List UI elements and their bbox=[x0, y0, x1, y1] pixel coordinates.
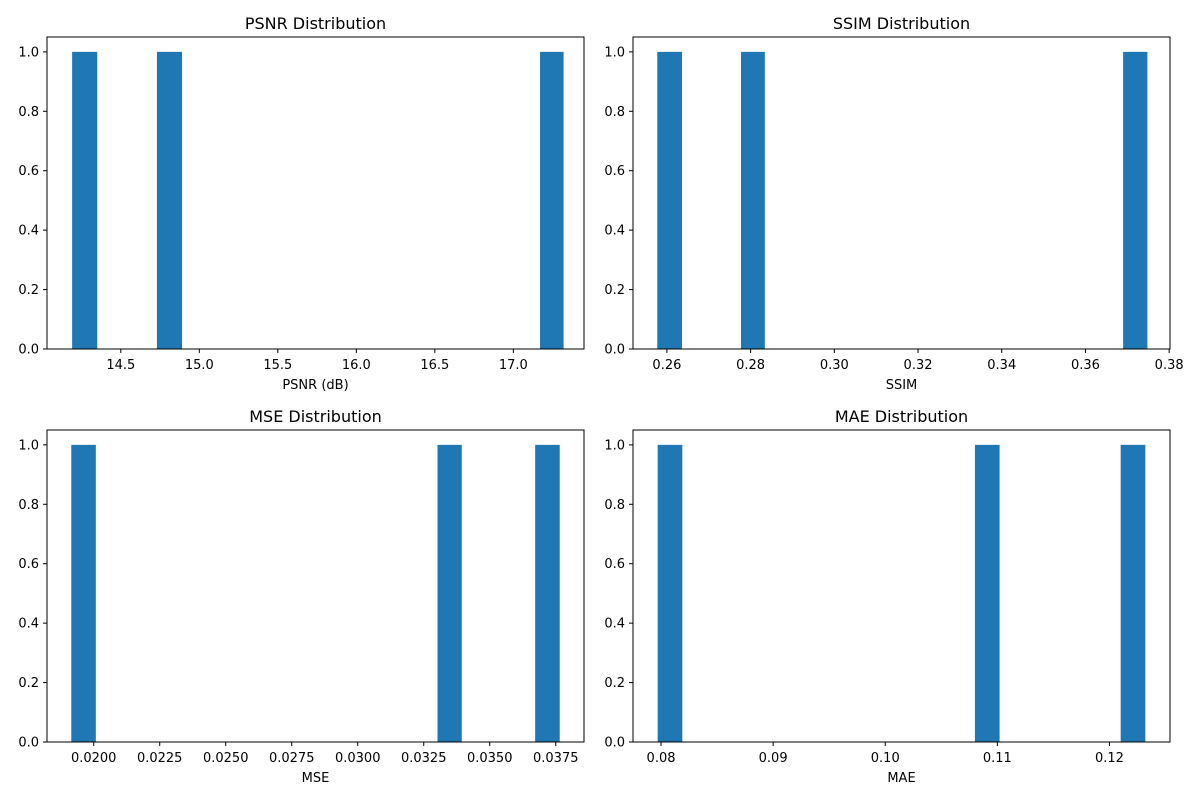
mse-bar-3 bbox=[535, 444, 560, 742]
mae-ytick-label-2: 0.2 bbox=[604, 676, 625, 691]
mse-xtick-label-8: 0.0375 bbox=[533, 751, 579, 766]
mse-xtick-label-4: 0.0275 bbox=[269, 751, 315, 766]
ssim-ytick-label-2: 0.2 bbox=[604, 283, 625, 298]
ssim-ytick-label-4: 0.6 bbox=[604, 164, 625, 179]
ssim-panel: 0.26 0.28 0.30 0.32 0.34 0.36 0.38 0.0 0.2 0.4 0.6… bbox=[604, 14, 1183, 393]
mse-bar-2 bbox=[437, 444, 462, 742]
ssim-xtick-label-1: 0.26 bbox=[652, 358, 681, 373]
mae-axes-frame bbox=[632, 429, 1171, 743]
mse-ytick-label-2: 0.2 bbox=[18, 676, 39, 691]
psnr-axes-frame bbox=[46, 36, 585, 350]
mae-bar-2 bbox=[974, 444, 1000, 742]
mse-ytick-label-5: 0.8 bbox=[18, 498, 39, 513]
mae-xtick-label-4: 0.11 bbox=[983, 751, 1012, 766]
psnr-bar-3 bbox=[540, 51, 564, 350]
mse-xtick-label-6: 0.0325 bbox=[401, 751, 447, 766]
mae-xtick-label-2: 0.09 bbox=[759, 751, 788, 766]
mae-xtick-label-3: 0.10 bbox=[871, 751, 900, 766]
ssim-xtick-label-4: 0.32 bbox=[904, 358, 933, 373]
ssim-bar-2 bbox=[740, 51, 765, 350]
ssim-ytick-label-6: 1.0 bbox=[604, 45, 625, 60]
mse-xtick-label-3: 0.0250 bbox=[203, 751, 249, 766]
psnr-xtick-label-1: 14.5 bbox=[106, 358, 135, 373]
psnr-xtick-label-4: 16.0 bbox=[342, 358, 371, 373]
psnr-ytick-label-4: 0.6 bbox=[18, 164, 39, 179]
ssim-bar-1 bbox=[657, 51, 682, 350]
psnr-xtick-label-6: 17.0 bbox=[499, 358, 528, 373]
psnr-bar-1 bbox=[72, 51, 98, 350]
mae-bar-3 bbox=[1120, 444, 1146, 742]
psnr-ytick-label-2: 0.2 bbox=[18, 283, 39, 298]
ssim-bar-3 bbox=[1123, 51, 1148, 350]
mse-axes-frame bbox=[46, 429, 585, 743]
psnr-ytick-label-3: 0.4 bbox=[18, 224, 39, 239]
psnr-xtick-label-5: 16.5 bbox=[420, 358, 449, 373]
psnr-x-axis-label: PSNR (dB) bbox=[282, 378, 348, 393]
mae-chart-title: MAE Distribution bbox=[835, 407, 968, 426]
ssim-ytick-label-1: 0.0 bbox=[604, 343, 625, 358]
mse-bar-1 bbox=[71, 444, 96, 742]
psnr-ytick-label-1: 0.0 bbox=[18, 343, 39, 358]
mae-xtick-label-5: 0.12 bbox=[1095, 751, 1124, 766]
mae-ytick-label-1: 0.0 bbox=[604, 736, 625, 751]
mse-panel: 0.0200 0.0225 0.0250 0.0275 0.0300 0.0325 0.03… bbox=[18, 407, 585, 786]
psnr-panel: 14.5 15.0 15.5 16.0 16.5 17.0 0.0 0.2 0.4 0.6 0.8 1… bbox=[18, 14, 585, 393]
ssim-xtick-label-3: 0.30 bbox=[820, 358, 849, 373]
mse-chart-title: MSE Distribution bbox=[249, 407, 382, 426]
mae-ytick-label-5: 0.8 bbox=[604, 498, 625, 513]
ssim-chart-title: SSIM Distribution bbox=[833, 14, 970, 33]
psnr-ytick-label-6: 1.0 bbox=[18, 45, 39, 60]
psnr-bar-2 bbox=[156, 51, 183, 350]
psnr-ytick-label-5: 0.8 bbox=[18, 105, 39, 120]
ssim-xtick-label-6: 0.36 bbox=[1071, 358, 1100, 373]
mae-ytick-label-3: 0.4 bbox=[604, 617, 625, 632]
mse-ytick-label-3: 0.4 bbox=[18, 617, 39, 632]
mae-x-axis-label: MAE bbox=[887, 771, 915, 786]
mae-ytick-label-4: 0.6 bbox=[604, 557, 625, 572]
mae-bar-1 bbox=[657, 444, 683, 742]
psnr-xtick-label-2: 15.0 bbox=[185, 358, 214, 373]
ssim-x-axis-label: SSIM bbox=[886, 378, 918, 393]
psnr-chart-title: PSNR Distribution bbox=[245, 14, 386, 33]
ssim-axes-frame bbox=[632, 36, 1171, 350]
mse-ytick-label-6: 1.0 bbox=[18, 438, 39, 453]
mse-xtick-label-7: 0.0350 bbox=[467, 751, 513, 766]
psnr-xtick-label-3: 15.5 bbox=[263, 358, 292, 373]
ssim-xtick-label-7: 0.38 bbox=[1155, 358, 1184, 373]
ssim-ytick-label-5: 0.8 bbox=[604, 105, 625, 120]
mae-panel: 0.08 0.09 0.10 0.11 0.12 0.0 0.2 0.4 0.6 0.8 1.0 MA… bbox=[604, 407, 1171, 786]
mae-ytick-label-6: 1.0 bbox=[604, 438, 625, 453]
mse-xtick-label-5: 0.0300 bbox=[335, 751, 381, 766]
ssim-xtick-label-5: 0.34 bbox=[987, 358, 1016, 373]
mae-xtick-label-1: 0.08 bbox=[647, 751, 676, 766]
mse-ytick-label-1: 0.0 bbox=[18, 736, 39, 751]
mse-xtick-label-2: 0.0225 bbox=[137, 751, 183, 766]
mse-ytick-label-4: 0.6 bbox=[18, 557, 39, 572]
ssim-ytick-label-3: 0.4 bbox=[604, 224, 625, 239]
mse-x-axis-label: MSE bbox=[302, 771, 330, 786]
ssim-xtick-label-2: 0.28 bbox=[736, 358, 765, 373]
mse-xtick-label-1: 0.0200 bbox=[71, 751, 117, 766]
